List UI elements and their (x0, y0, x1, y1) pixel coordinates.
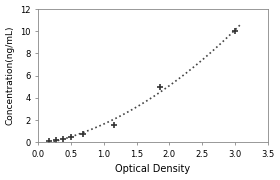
Y-axis label: Concentration(ng/mL): Concentration(ng/mL) (6, 26, 15, 125)
X-axis label: Optical Density: Optical Density (115, 165, 191, 174)
